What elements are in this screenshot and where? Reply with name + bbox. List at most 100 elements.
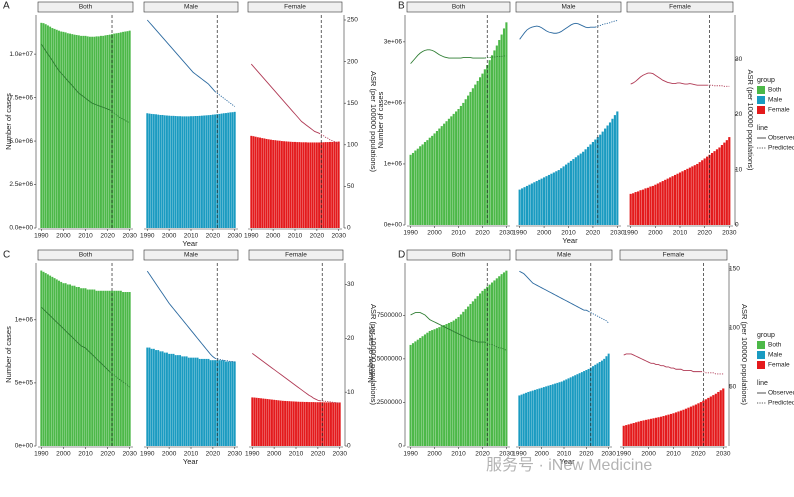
bar	[157, 114, 160, 228]
x-tick-label: 1990	[512, 230, 527, 237]
x-tick-label: 2000	[266, 233, 281, 240]
legend-label: Observed	[768, 390, 794, 397]
x-tick-label: 2010	[451, 230, 466, 237]
bar	[443, 123, 446, 225]
bar	[227, 361, 230, 446]
x-tick-label: 2000	[56, 233, 71, 240]
bar	[42, 23, 45, 229]
bar	[261, 138, 264, 228]
bar	[73, 34, 76, 228]
bar	[426, 332, 429, 446]
y-tick-label: 0e+00	[15, 443, 34, 450]
bar	[333, 141, 336, 228]
x-tick-label: 2000	[56, 451, 71, 458]
bar	[654, 417, 658, 446]
bar	[447, 322, 450, 446]
bar	[601, 131, 604, 225]
bar	[55, 29, 58, 229]
y-tick-label: 3e+06	[384, 39, 403, 46]
bar	[457, 317, 460, 446]
bar	[558, 382, 561, 446]
bar	[80, 288, 83, 446]
x-tick-label: 2010	[666, 451, 681, 458]
bar	[634, 192, 637, 225]
legend-title: group	[757, 332, 775, 339]
bar	[257, 398, 260, 446]
bar	[554, 383, 557, 446]
bar	[161, 114, 164, 228]
facet-strip	[515, 1, 622, 13]
bar	[298, 142, 301, 228]
bar	[428, 137, 431, 225]
bar	[438, 327, 441, 446]
y2-tick-label: 150	[729, 266, 740, 273]
bar	[322, 142, 325, 228]
bar	[288, 401, 291, 446]
bar	[669, 413, 673, 446]
bar	[637, 191, 640, 225]
facet-label: Female	[285, 252, 307, 259]
facet-label: Female	[284, 4, 306, 11]
bar	[666, 178, 669, 225]
x-tick-label: 2010	[289, 451, 304, 458]
bar	[538, 388, 541, 446]
bar	[469, 303, 472, 446]
bar	[682, 409, 685, 446]
x-tick-label: 2020	[586, 230, 601, 237]
x-tick-label: 2000	[267, 451, 282, 458]
bar	[312, 402, 315, 446]
bar	[287, 141, 290, 228]
bar	[455, 111, 458, 225]
bar	[411, 152, 415, 225]
bar	[630, 423, 633, 446]
bar	[423, 141, 427, 225]
bar	[91, 36, 94, 228]
bar	[646, 187, 650, 225]
bar	[280, 141, 283, 228]
x-tick-label: 2020	[206, 451, 221, 458]
bar	[276, 140, 279, 228]
bar	[194, 357, 197, 446]
bar	[218, 360, 221, 446]
y-tick-label: 2.5e+06	[9, 181, 33, 188]
bar	[435, 130, 438, 225]
bar	[334, 402, 337, 446]
bar	[117, 290, 120, 446]
asr-line-observed	[40, 306, 111, 373]
x-tick-label: 2030	[716, 451, 731, 458]
bar	[627, 424, 630, 446]
legend-title: line	[757, 380, 768, 387]
bar	[309, 142, 312, 228]
bar	[481, 290, 484, 446]
bar	[88, 36, 91, 228]
bar	[207, 115, 210, 228]
bar	[231, 112, 234, 228]
bar	[325, 402, 328, 446]
asr-line-predicted	[109, 109, 130, 124]
bar	[712, 395, 715, 446]
bar	[152, 114, 155, 228]
bar	[194, 116, 197, 228]
bar	[262, 398, 265, 446]
x-axis-title: Year	[559, 457, 575, 466]
x-tick-label: 2000	[427, 230, 442, 237]
bar	[474, 84, 477, 226]
x-tick-label: 2000	[427, 451, 442, 458]
y-tick-label: 5000000	[377, 356, 403, 363]
bar	[632, 422, 635, 446]
bar	[128, 292, 131, 446]
y-tick-label: 2e+06	[384, 100, 403, 107]
bar	[635, 422, 638, 446]
y2-tick-label: 150	[347, 100, 358, 107]
bar	[640, 420, 643, 446]
bar	[108, 34, 111, 228]
bar	[656, 183, 659, 225]
y-tick-label: 1.0e+07	[9, 51, 33, 58]
bar	[265, 138, 268, 228]
bar	[159, 351, 162, 446]
bar	[438, 128, 441, 225]
bar	[708, 154, 711, 225]
y2-tick-label: 100	[347, 142, 358, 149]
bar	[168, 353, 171, 446]
asr-line-observed	[250, 63, 320, 134]
